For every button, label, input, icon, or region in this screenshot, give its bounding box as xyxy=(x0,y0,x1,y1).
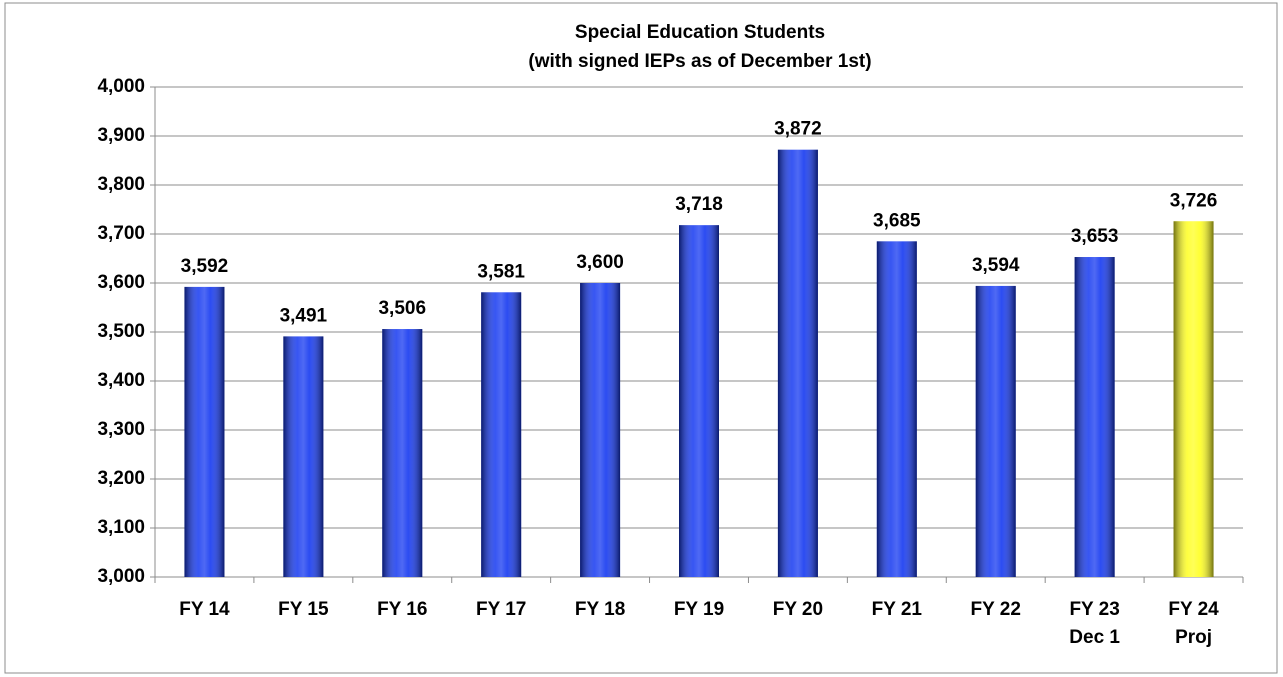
bar xyxy=(580,283,621,577)
bar xyxy=(283,336,324,577)
x-tick-label: FY 19 xyxy=(674,599,724,620)
data-label: 3,592 xyxy=(181,256,229,277)
data-label: 3,718 xyxy=(675,194,723,215)
x-tick-label: FY 17 xyxy=(476,599,526,620)
data-label: 3,653 xyxy=(1071,226,1119,247)
y-tick-label: 3,500 xyxy=(97,321,145,342)
data-label: 3,872 xyxy=(774,119,822,140)
y-tick-label: 3,900 xyxy=(97,125,145,146)
bar xyxy=(679,225,719,577)
chart-subtitle: (with signed IEPs as of December 1st) xyxy=(528,51,871,72)
x-tick-label: FY 14 xyxy=(179,599,230,620)
x-tick-label: FY 18 xyxy=(575,599,625,620)
bar xyxy=(777,149,818,577)
y-tick-label: 3,700 xyxy=(97,223,145,244)
bar xyxy=(184,286,225,577)
y-tick-label: 4,000 xyxy=(97,76,145,97)
data-label: 3,506 xyxy=(378,298,426,319)
data-label: 3,581 xyxy=(477,261,525,282)
y-tick-label: 3,100 xyxy=(97,517,145,538)
x-tick-label: FY 22 xyxy=(971,599,1021,620)
bar xyxy=(1074,257,1115,577)
bar xyxy=(382,329,423,577)
y-tick-label: 3,200 xyxy=(97,468,145,489)
x-tick-label: FY 21 xyxy=(872,599,923,620)
y-tick-label: 3,300 xyxy=(97,419,145,440)
x-tick-label: FY 23 Dec 1 xyxy=(1069,599,1120,648)
chart-title: Special Education Students xyxy=(575,22,825,43)
y-tick-label: 3,400 xyxy=(97,370,145,391)
bar xyxy=(876,241,917,577)
y-tick-label: 3,600 xyxy=(97,272,145,293)
y-tick-label: 3,800 xyxy=(97,174,145,195)
y-tick-label: 3,000 xyxy=(97,566,145,587)
data-label: 3,685 xyxy=(873,210,921,231)
bar xyxy=(975,285,1016,577)
bar xyxy=(1173,221,1214,577)
data-label: 3,726 xyxy=(1170,190,1218,211)
data-label: 3,594 xyxy=(972,255,1020,276)
x-tick-label: FY 15 xyxy=(278,599,329,620)
x-tick-label: FY 16 xyxy=(377,599,427,620)
data-label: 3,491 xyxy=(280,305,328,326)
x-tick-label: FY 24 Proj xyxy=(1168,599,1219,648)
bar xyxy=(481,292,522,577)
data-label: 3,600 xyxy=(576,252,624,273)
x-tick-label: FY 20 xyxy=(773,599,823,620)
